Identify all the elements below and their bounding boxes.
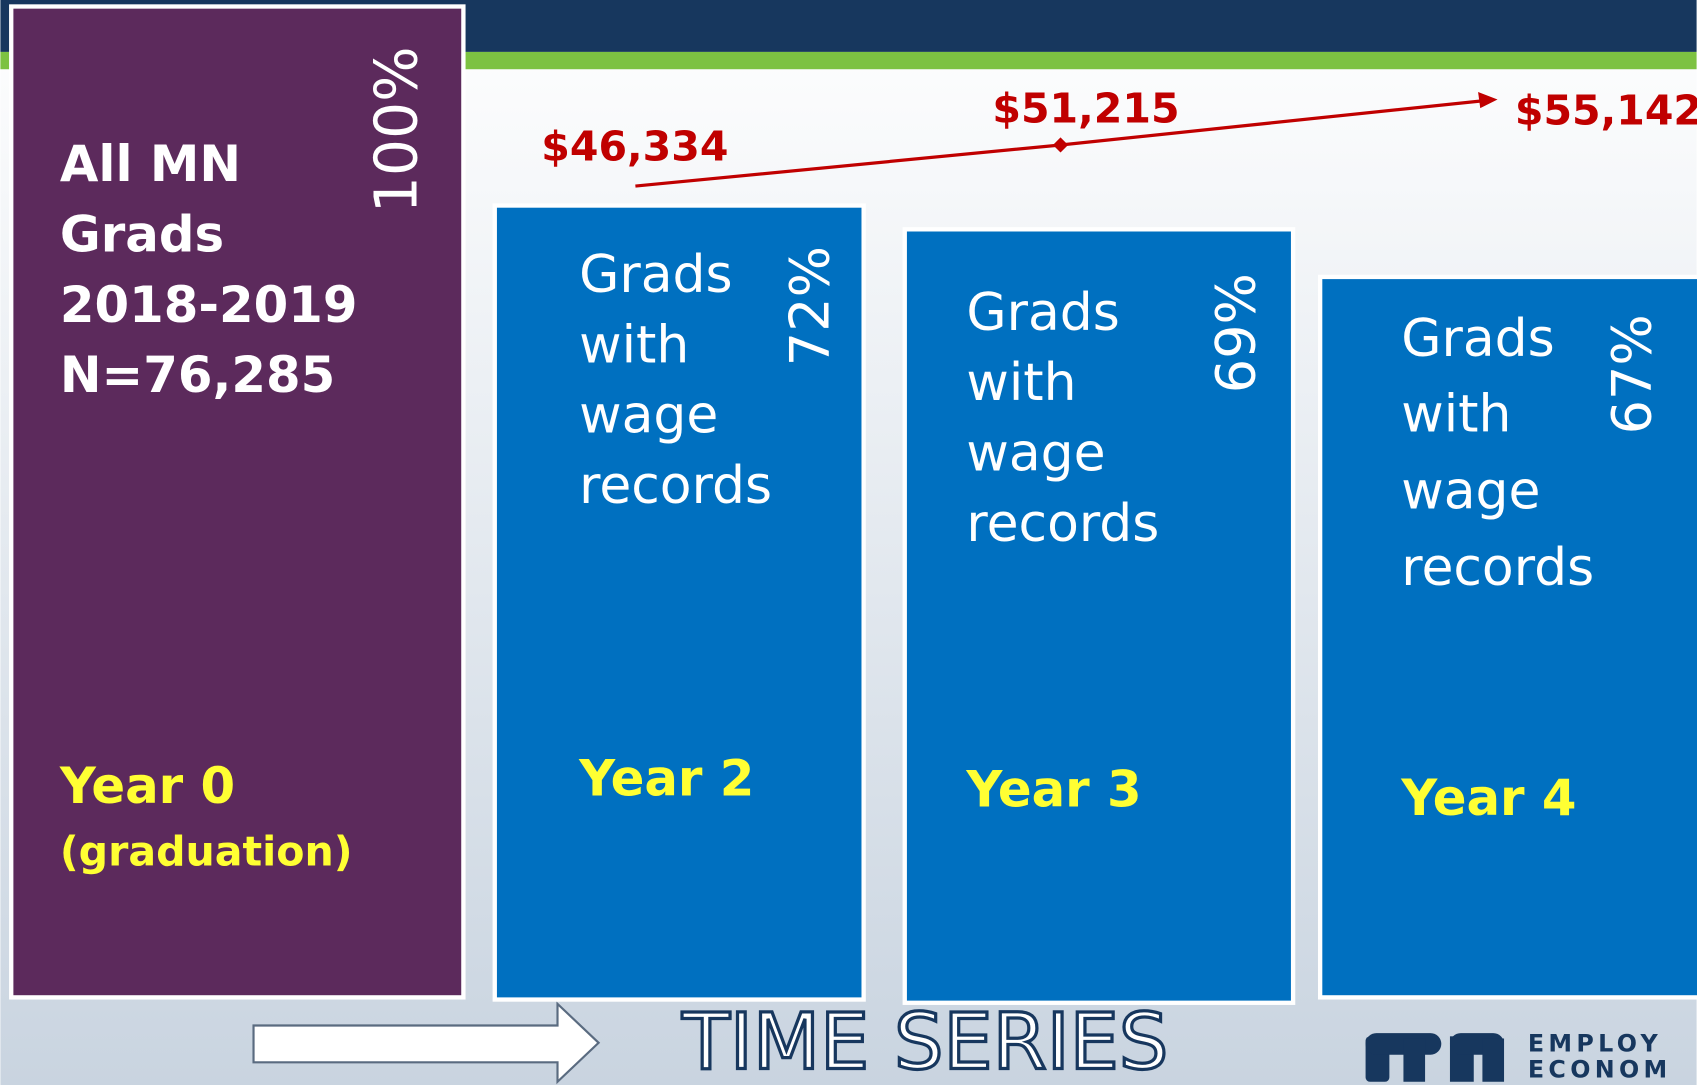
box-label-line: with <box>966 353 1076 413</box>
trend-point <box>1052 137 1069 153</box>
wage-label: $51,215 <box>992 84 1179 132</box>
percent-label: 100% <box>363 46 431 213</box>
logo-text: EMPLOY <box>1528 1029 1662 1057</box>
box-label-line: Grads <box>966 283 1119 343</box>
box-label-line: 2018-2019 <box>60 276 358 334</box>
box-label-line: records <box>966 494 1159 554</box>
percent-label: 72% <box>779 246 842 366</box>
box-label-line: with <box>1401 385 1511 445</box>
box-label-line: N=76,285 <box>60 346 335 404</box>
box-label-line: All MN <box>60 135 241 193</box>
year-label: Year 4 <box>1400 769 1576 827</box>
percent-label: 69% <box>1205 273 1268 393</box>
group-box <box>1317 274 1697 1000</box>
box-label-line: records <box>579 456 772 516</box>
group-box <box>9 4 466 1000</box>
wage-label: $55,142 <box>1515 87 1697 135</box>
box-label-line: wage <box>966 424 1105 484</box>
year-label: Year 3 <box>965 760 1141 818</box>
box-label-line: Grads <box>60 205 224 263</box>
logo-mark <box>1365 1033 1505 1082</box>
logo-text: ECONOM <box>1528 1055 1672 1083</box>
year-note: (graduation) <box>60 828 353 876</box>
percent-label: 67% <box>1601 314 1664 434</box>
box-label-line: wage <box>579 386 718 446</box>
time-arrow <box>252 1001 601 1085</box>
box-label-line: wage <box>1401 461 1540 521</box>
arrow-head <box>1478 91 1498 109</box>
group-box <box>492 203 866 1002</box>
box-label-line: Grads <box>1401 309 1554 369</box>
wage-label: $46,334 <box>541 122 728 170</box>
box-label-line: records <box>1401 538 1594 598</box>
footer-title: TIME SERIES <box>681 998 1168 1085</box>
year-label: Year 2 <box>578 750 754 808</box>
group-box <box>902 227 1296 1005</box>
year-label: Year 0 <box>59 757 235 815</box>
box-label-line: Grads <box>579 245 732 305</box>
box-label-line: with <box>579 315 689 375</box>
